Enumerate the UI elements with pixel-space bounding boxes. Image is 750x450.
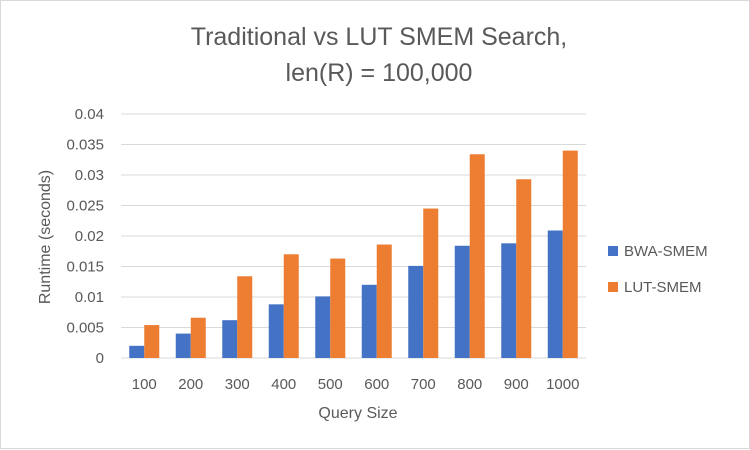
y-tick-label: 0.01: [75, 289, 104, 306]
legend-swatch-lut-smem: [608, 282, 618, 292]
y-tick-label: 0.04: [75, 106, 104, 123]
legend-swatch-bwa-smem: [608, 246, 618, 256]
x-tick-label: 500: [318, 376, 343, 393]
bar-lut-smem-700: [423, 208, 439, 358]
bar-lut-smem-500: [330, 258, 346, 358]
chart-title-line-1: Traditional vs LUT SMEM Search,: [191, 23, 568, 51]
legend: BWA-SMEM LUT-SMEM: [608, 243, 708, 296]
bar-bwa-smem-500: [315, 296, 331, 358]
bar-bwa-smem-300: [222, 320, 238, 358]
bar-bwa-smem-400: [268, 304, 284, 358]
bar-lut-smem-1000: [562, 150, 578, 358]
bar-lut-smem-900: [516, 179, 532, 358]
bar-lut-smem-600: [376, 244, 392, 358]
bars: [129, 150, 578, 358]
y-tick-label: 0.03: [75, 167, 104, 184]
y-tick-label: 0.02: [75, 228, 104, 245]
bar-bwa-smem-100: [129, 345, 145, 358]
x-tick-label: 900: [504, 376, 529, 393]
y-axis-ticks: 0 0.005 0.01 0.015 0.02 0.025 0.03 0.035 0.04: [66, 106, 104, 367]
x-tick-label: 200: [178, 376, 203, 393]
x-tick-label: 400: [271, 376, 296, 393]
bar-bwa-smem-600: [361, 284, 377, 358]
x-axis-title: Query Size: [318, 405, 397, 422]
x-tick-label: 100: [132, 376, 157, 393]
y-tick-label: 0.035: [66, 137, 104, 154]
y-axis-title: Runtime (seconds): [37, 170, 54, 304]
y-tick-label: 0.025: [66, 198, 104, 215]
bar-lut-smem-300: [237, 276, 253, 358]
bar-bwa-smem-1000: [547, 230, 563, 358]
bar-lut-smem-400: [283, 254, 299, 358]
bar-lut-smem-100: [144, 325, 160, 358]
x-axis-ticks: 100 200 300 400 500 600 700 800 900 1000: [132, 376, 580, 393]
chart-title-line-2: len(R) = 100,000: [286, 59, 473, 87]
bar-bwa-smem-900: [501, 243, 517, 358]
y-tick-label: 0.005: [66, 320, 104, 337]
x-tick-label: 300: [225, 376, 250, 393]
chart-title: Traditional vs LUT SMEM Search, len(R) =…: [191, 23, 568, 87]
legend-label-lut-smem: LUT-SMEM: [624, 279, 702, 296]
x-tick-label: 800: [457, 376, 482, 393]
legend-label-bwa-smem: BWA-SMEM: [624, 243, 708, 260]
bar-lut-smem-800: [469, 154, 485, 358]
x-tick-label: 1000: [546, 376, 579, 393]
x-tick-label: 600: [364, 376, 389, 393]
bar-lut-smem-200: [190, 317, 206, 358]
bar-bwa-smem-800: [454, 245, 470, 358]
bar-bwa-smem-700: [408, 265, 424, 358]
bar-bwa-smem-200: [175, 333, 191, 358]
x-tick-label: 700: [411, 376, 436, 393]
y-tick-label: 0.015: [66, 259, 104, 276]
y-tick-label: 0: [96, 350, 104, 367]
